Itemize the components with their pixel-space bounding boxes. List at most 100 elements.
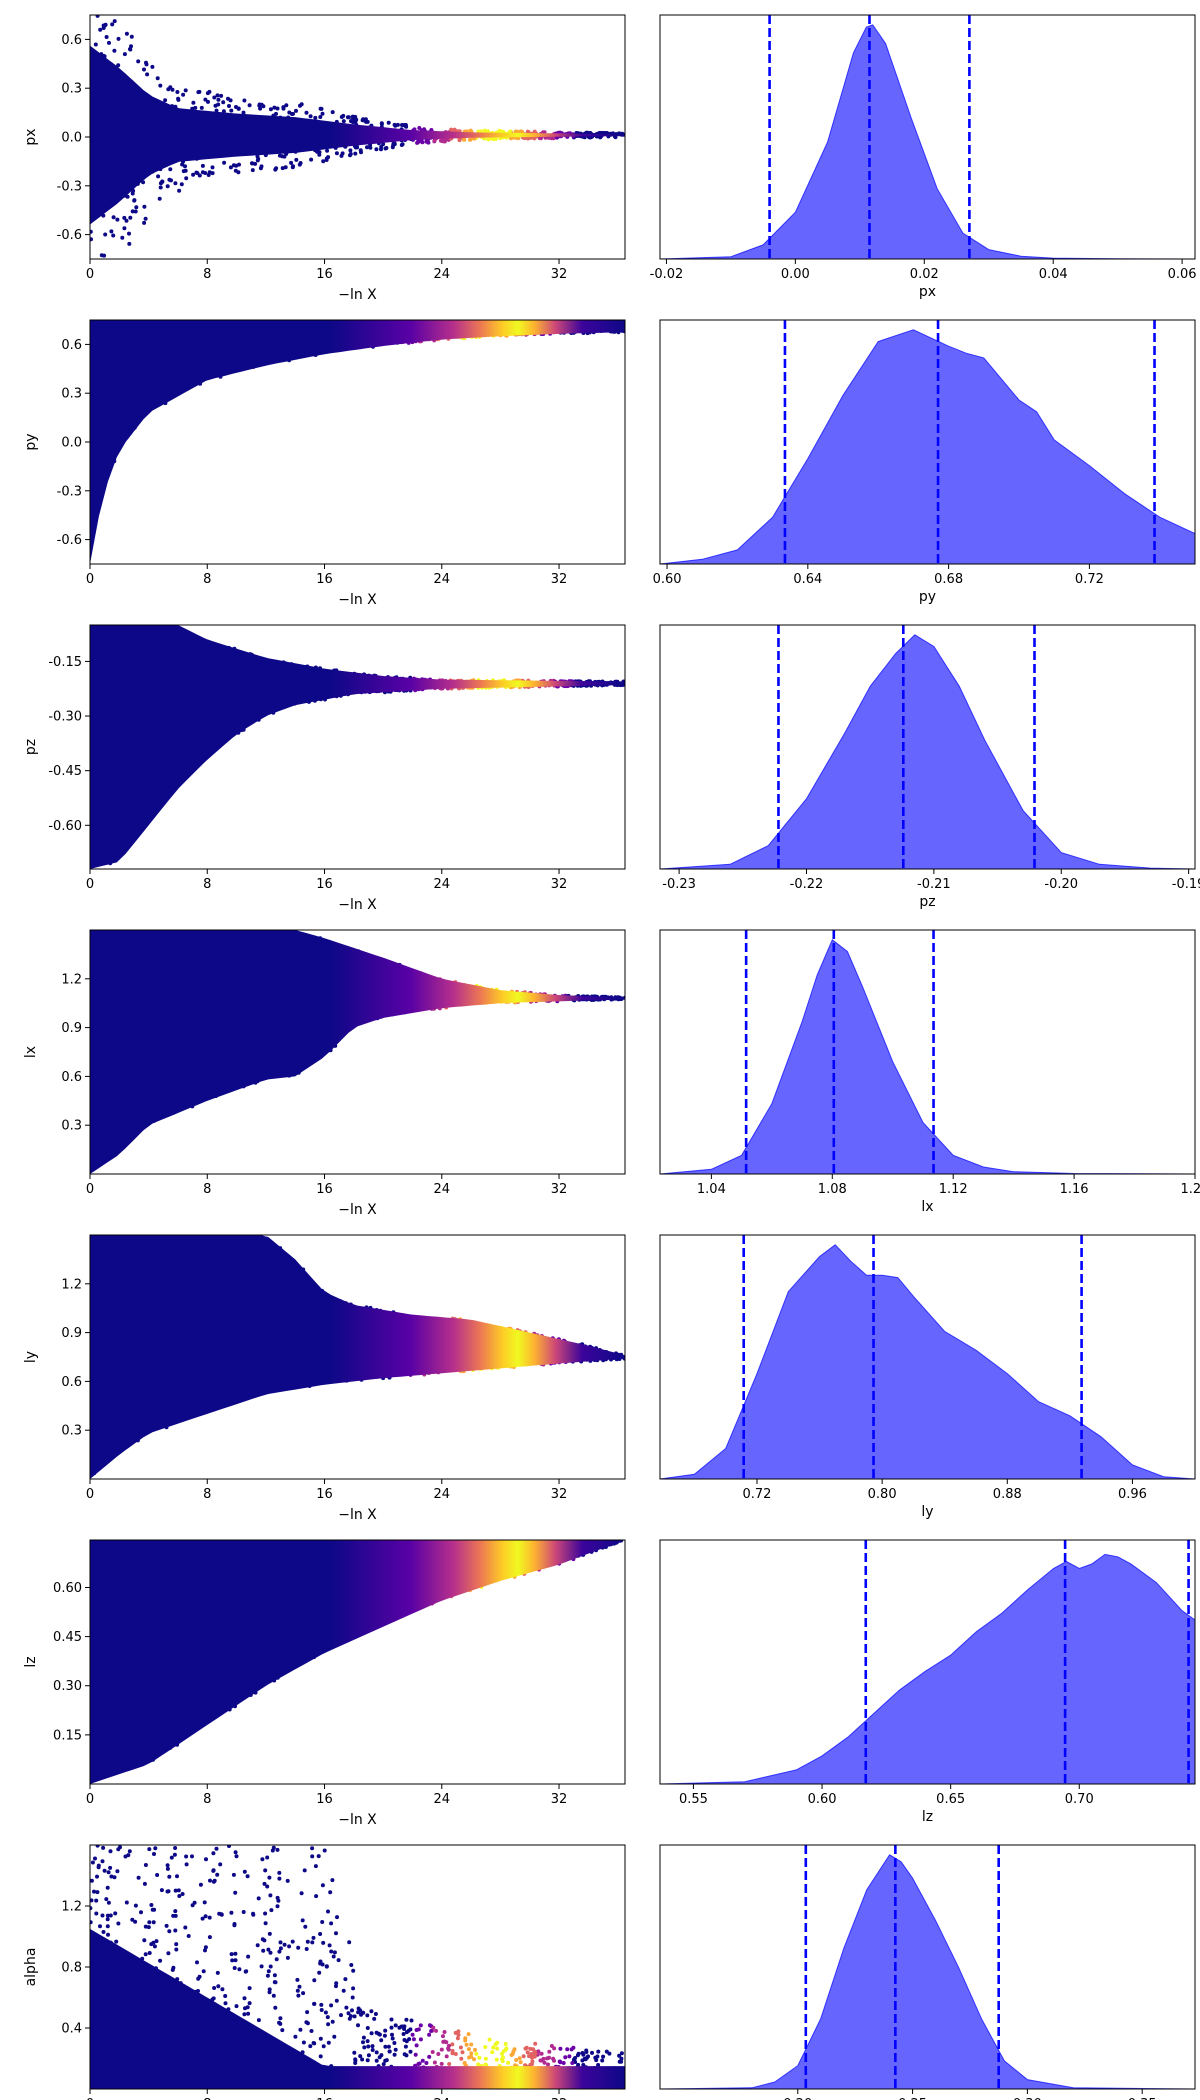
scatter-point xyxy=(399,143,404,147)
scatter-point xyxy=(468,128,473,133)
scatter-point xyxy=(142,220,147,225)
scatter-point xyxy=(221,100,226,105)
x-tick-label: 0.96 xyxy=(1118,1487,1147,1502)
x-tick-label: 24 xyxy=(434,1487,451,1502)
scatter-point xyxy=(348,148,353,153)
scatter-point xyxy=(122,215,127,220)
scatter-point xyxy=(365,145,369,150)
x-tick-label: 1.12 xyxy=(939,1182,968,1197)
x-tick-label: 32 xyxy=(551,1487,568,1502)
scatter-point xyxy=(93,304,97,308)
x-tick-label: 8 xyxy=(203,877,211,892)
scatter-point xyxy=(368,145,373,150)
scatter-point xyxy=(101,294,105,298)
scatter-point xyxy=(532,129,537,134)
scatter-point xyxy=(234,163,239,168)
marginal-axes-frame xyxy=(659,1234,1196,1480)
scatter-point xyxy=(280,166,285,171)
scatter-point xyxy=(98,263,102,267)
scatter-point xyxy=(219,93,224,98)
x-tick-label: 0.72 xyxy=(1075,572,1104,587)
scatter-point xyxy=(330,110,335,115)
y-tick-label: -0.6 xyxy=(57,533,82,548)
y-tick-label: 1.2 xyxy=(61,972,82,987)
trace-panel-ly: 0 8 16 24 320.30.60.91.2−ln Xly xyxy=(23,1234,626,1523)
scatter-point xyxy=(130,191,135,196)
scatter-point xyxy=(108,283,112,287)
scatter-point xyxy=(325,148,330,153)
y-tick-label: -0.60 xyxy=(48,819,82,834)
y-tick-label: 1.2 xyxy=(61,1277,82,1292)
x-tick-label: 1.08 xyxy=(818,1182,847,1197)
scatter-point xyxy=(287,110,292,115)
x-axis-label: py xyxy=(919,589,936,605)
scatter-point xyxy=(417,126,422,130)
scatter-point xyxy=(386,120,391,125)
scatter-point xyxy=(317,150,322,155)
scatter-point xyxy=(111,233,116,238)
trace-axes-frame xyxy=(89,1234,626,1480)
scatter-point xyxy=(132,198,137,203)
x-axis-label: −ln X xyxy=(338,1507,377,1523)
scatter-point xyxy=(452,127,457,132)
y-tick-label: 0.3 xyxy=(61,1119,82,1134)
y-tick-label: 0.0 xyxy=(61,436,82,451)
scatter-point xyxy=(351,120,356,125)
scatter-point xyxy=(199,105,204,110)
scatter-point xyxy=(176,96,181,101)
marginal-axes-frame xyxy=(659,319,1196,565)
scatter-point xyxy=(150,64,155,69)
scatter-point xyxy=(155,76,160,81)
scatter-point xyxy=(197,89,202,94)
scatter-point xyxy=(104,35,109,39)
y-tick-label: 0.9 xyxy=(61,1021,82,1036)
scatter-point xyxy=(128,215,133,220)
scatter-point xyxy=(318,115,323,119)
marginal-density-area xyxy=(660,939,1195,1174)
scatter-point xyxy=(163,98,168,103)
marginal-axes-frame xyxy=(659,929,1196,1175)
scatter-point xyxy=(130,209,135,214)
scatter-point xyxy=(177,188,182,193)
scatter-point xyxy=(419,139,424,144)
scatter-point xyxy=(284,103,289,108)
scatter-point xyxy=(93,42,98,47)
scatter-point xyxy=(144,60,148,65)
x-tick-label: 1.20 xyxy=(1181,1182,1200,1197)
scatter-point xyxy=(203,97,208,102)
y-tick-label: -0.30 xyxy=(48,710,82,725)
scatter-point xyxy=(379,121,384,126)
scatter-point xyxy=(216,97,221,102)
scatter-point xyxy=(103,275,107,279)
scatter-point xyxy=(102,253,107,258)
scatter-point xyxy=(400,123,404,127)
scatter-point xyxy=(282,154,287,159)
y-tick-label: 0.3 xyxy=(61,82,82,97)
scatter-point xyxy=(197,173,202,178)
x-axis-label: −ln X xyxy=(338,1202,377,1218)
scatter-point xyxy=(95,15,100,18)
x-tick-label: 0.60 xyxy=(653,572,682,587)
marginal-plot-area xyxy=(660,1235,1195,1479)
scatter-point xyxy=(122,52,127,57)
scatter-point xyxy=(124,218,129,223)
scatter-point xyxy=(350,114,355,119)
scatter-point xyxy=(200,163,205,168)
y-tick-label: 0.3 xyxy=(61,1424,82,1439)
marginal-plot-area xyxy=(660,625,1195,869)
scatter-point xyxy=(277,153,282,158)
scatter-point xyxy=(183,164,187,169)
scatter-point xyxy=(175,90,180,94)
scatter-point xyxy=(101,26,106,30)
scatter-point xyxy=(145,72,150,77)
scatter-point xyxy=(392,142,397,147)
x-tick-label: 0.80 xyxy=(868,1487,897,1502)
scatter-point xyxy=(253,161,258,166)
scatter-density-band xyxy=(90,45,625,225)
trace-panel-pz: 0 8 16 24 32-0.60-0.45-0.30-0.15−ln Xpz xyxy=(23,624,626,913)
x-tick-label: 0 xyxy=(86,267,94,282)
scatter-point xyxy=(313,115,318,120)
scatter-points xyxy=(90,1540,625,1784)
